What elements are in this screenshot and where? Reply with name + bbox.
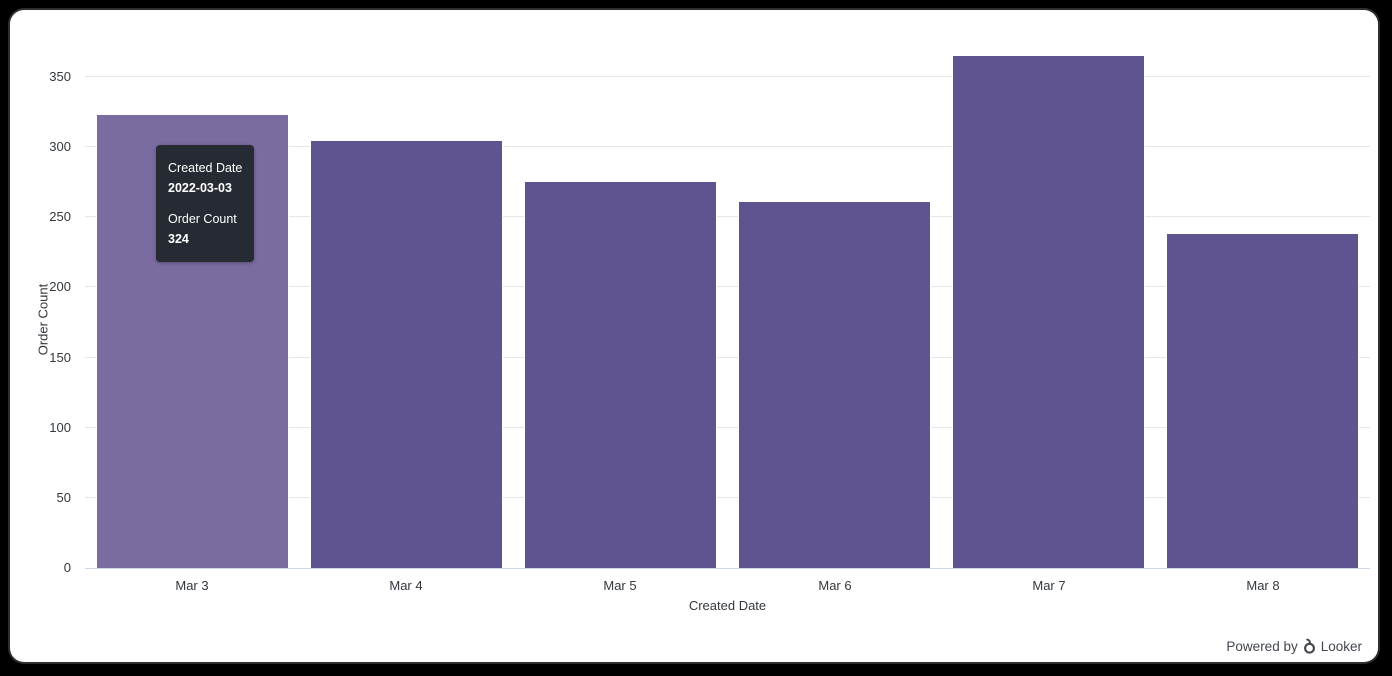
chart-card: Order Count 0 50 100 150 200 250 300 350 Mar 3 Ma… [10,10,1378,662]
y-tick-label-250: 250 [49,209,71,225]
gridline-350 [85,76,1370,78]
y-tick-label-100: 100 [49,419,71,435]
y-tick-label-300: 300 [49,139,71,155]
powered-by-looker[interactable]: Powered by Looker [1226,637,1362,655]
gridline-300 [85,146,1370,148]
tooltip-dimension-value: 2022-03-03 [168,181,232,195]
tooltip: Created Date 2022-03-03 Order Count 324 [156,145,255,262]
x-tick-label-mar-7: Mar 7 [1032,578,1066,593]
bar-mar-7[interactable] [952,55,1145,568]
plot-area: 0 50 100 150 200 250 300 350 Mar 3 Mar 4 Mar 5 Mar … [49,42,1370,593]
gridline-150 [85,356,1370,358]
bar-mar-6[interactable] [738,201,931,568]
tooltip-dimension-label: Created Date [168,161,243,175]
x-tick-label-mar-8: Mar 8 [1246,578,1280,593]
y-tick-label-50: 50 [56,489,71,505]
x-tick-label-mar-5: Mar 5 [603,578,637,593]
tooltip-measure-label: Order Count [168,212,237,226]
x-tick-label-mar-3: Mar 3 [175,578,209,593]
y-tick-label-200: 200 [49,279,71,295]
bar-mar-5[interactable] [524,181,717,568]
y-tick-label-0: 0 [63,560,71,575]
y-tick-label-150: 150 [49,349,71,365]
y-tick-label-350: 350 [49,69,71,85]
x-tick-label-mar-4: Mar 4 [389,578,423,593]
gridline-200 [85,286,1370,288]
x-tick-label-mar-6: Mar 6 [818,578,852,593]
looker-logo-icon [1302,637,1317,655]
tooltip-measure-value: 324 [168,232,189,246]
powered-by-text: Powered by [1226,638,1298,654]
bar-mar-8[interactable] [1166,233,1359,568]
x-axis-title: Created Date [688,598,767,613]
bar-mar-4[interactable] [310,140,503,568]
gridline-100 [85,426,1370,428]
gridline-50 [85,496,1370,498]
y-axis-title: Order Count [35,283,51,356]
gridline-250 [85,216,1370,218]
looker-brand-text: Looker [1320,638,1362,654]
